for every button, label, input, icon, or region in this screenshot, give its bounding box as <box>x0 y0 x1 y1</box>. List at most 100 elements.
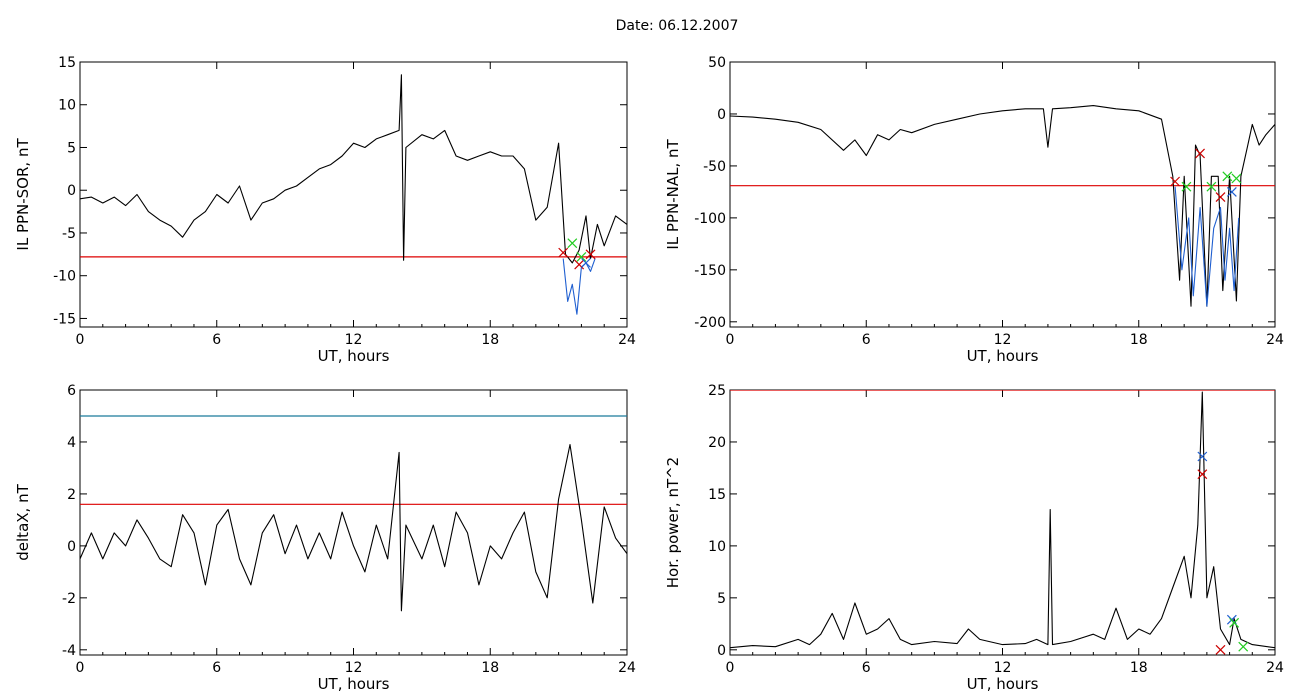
event-marker-stroke <box>1206 181 1217 192</box>
data-series-line <box>1174 186 1240 307</box>
x-tick-label: 6 <box>212 332 221 348</box>
y-tick-label: 0 <box>67 183 76 199</box>
event-marker <box>1197 451 1208 462</box>
panel-hor-power: 0 6 12 18 24 0 5 10 15 20 25 UT, hours Hor. power, n… <box>664 383 1284 693</box>
y-tick-label: -10 <box>53 269 76 285</box>
y-tick-label: 50 <box>708 55 726 71</box>
y-tick-label: -4 <box>62 643 76 659</box>
event-marker-stroke <box>576 251 587 262</box>
x-tick-label: 24 <box>1266 332 1284 348</box>
x-tick-label: 0 <box>76 332 85 348</box>
panel-ppn-sor: 0 6 12 18 24 -15 -10 -5 0 5 10 15 UT, hours IL PPN-SO… <box>14 55 636 365</box>
x-axis-title: UT, hours <box>318 347 390 365</box>
event-marker-stroke <box>1170 176 1181 187</box>
event-marker <box>576 251 587 262</box>
x-axis-title: UT, hours <box>967 347 1039 365</box>
x-tick-label: 24 <box>618 332 636 348</box>
event-marker-stroke <box>1195 148 1205 159</box>
y-tick-label: 0 <box>717 107 726 123</box>
y-tick-label: 5 <box>717 591 726 607</box>
event-marker <box>1215 192 1226 203</box>
y-tick-label: 0 <box>67 539 76 555</box>
data-series-line <box>730 105 1275 307</box>
y-tick-label: -50 <box>703 159 726 175</box>
y-tick-label: -5 <box>62 226 76 242</box>
event-marker-stroke <box>1238 641 1249 652</box>
x-tick-label: 12 <box>345 332 363 348</box>
x-tick-label: 0 <box>726 660 735 676</box>
x-tick-label: 18 <box>481 660 499 676</box>
event-marker-stroke <box>1181 181 1192 192</box>
event-marker <box>1222 171 1233 182</box>
y-tick-label: -200 <box>694 315 726 331</box>
y-tick-label: 10 <box>708 539 726 555</box>
event-marker <box>567 238 578 249</box>
event-marker <box>574 259 585 270</box>
event-marker-stroke <box>558 247 569 258</box>
y-tick-label: 25 <box>708 383 726 399</box>
x-tick-label: 24 <box>618 660 636 676</box>
event-marker <box>585 249 596 260</box>
y-tick-label: 0 <box>717 643 726 659</box>
data-series-line <box>730 391 1275 649</box>
event-marker <box>1226 186 1237 197</box>
event-marker <box>1181 181 1192 192</box>
event-marker-stroke <box>1197 451 1208 462</box>
x-tick-label: 6 <box>862 332 871 348</box>
plot-frame <box>79 389 628 656</box>
event-marker <box>1195 148 1205 159</box>
y-tick-label: 15 <box>708 487 726 503</box>
event-marker <box>1206 181 1217 192</box>
event-marker-stroke <box>585 249 596 260</box>
event-marker <box>1231 173 1242 184</box>
y-tick-label: -150 <box>694 263 726 279</box>
event-marker <box>581 257 591 268</box>
x-tick-label: 18 <box>1130 660 1148 676</box>
data-series-line <box>80 444 627 612</box>
x-tick-label: 6 <box>862 660 871 676</box>
event-marker-stroke <box>567 238 578 249</box>
data-series-line <box>562 258 596 315</box>
y-axis-title: IL PPN-SOR, nT <box>14 138 32 251</box>
x-tick-label: 12 <box>345 660 363 676</box>
plot-area <box>80 74 627 315</box>
date-title: Date: 06.12.2007 <box>615 18 739 34</box>
x-tick-label: 12 <box>994 332 1012 348</box>
y-axis-title: deltaX, nT <box>14 483 32 560</box>
x-axis-title: UT, hours <box>967 675 1039 693</box>
y-axis-title: IL PPN-NAL, nT <box>664 139 682 250</box>
event-marker <box>1197 469 1208 480</box>
event-marker-stroke <box>574 259 585 270</box>
plot-area <box>730 390 1275 655</box>
x-axis-title: UT, hours <box>318 675 390 693</box>
y-tick-label: -100 <box>694 211 726 227</box>
y-tick-label: -2 <box>62 591 76 607</box>
event-marker-stroke <box>1226 186 1237 197</box>
panel-ppn-nal: 0 6 12 18 24 -200 -150 -100 -50 0 50 UT, hours IL PP… <box>664 55 1284 365</box>
plot-frame <box>79 61 628 328</box>
x-tick-label: 12 <box>994 660 1012 676</box>
event-marker <box>558 247 569 258</box>
y-tick-label: -15 <box>53 311 76 327</box>
event-marker-stroke <box>581 257 591 268</box>
event-marker-stroke <box>1231 173 1242 184</box>
event-marker <box>1215 644 1226 655</box>
x-tick-label: 6 <box>212 660 221 676</box>
x-tick-label: 18 <box>1130 332 1148 348</box>
y-tick-label: 10 <box>58 98 76 114</box>
event-marker-stroke <box>1222 171 1233 182</box>
event-marker-stroke <box>1197 469 1208 480</box>
y-tick-label: 4 <box>67 435 76 451</box>
plot-area <box>730 105 1275 307</box>
y-axis-title: Hor. power, nT^2 <box>664 457 682 588</box>
y-tick-label: 15 <box>58 55 76 71</box>
event-marker <box>1170 176 1181 187</box>
y-tick-label: 2 <box>67 487 76 503</box>
x-tick-label: 24 <box>1266 660 1284 676</box>
y-tick-label: 6 <box>67 383 76 399</box>
plot-area <box>80 415 627 612</box>
data-series-line <box>80 74 627 264</box>
x-tick-label: 0 <box>76 660 85 676</box>
